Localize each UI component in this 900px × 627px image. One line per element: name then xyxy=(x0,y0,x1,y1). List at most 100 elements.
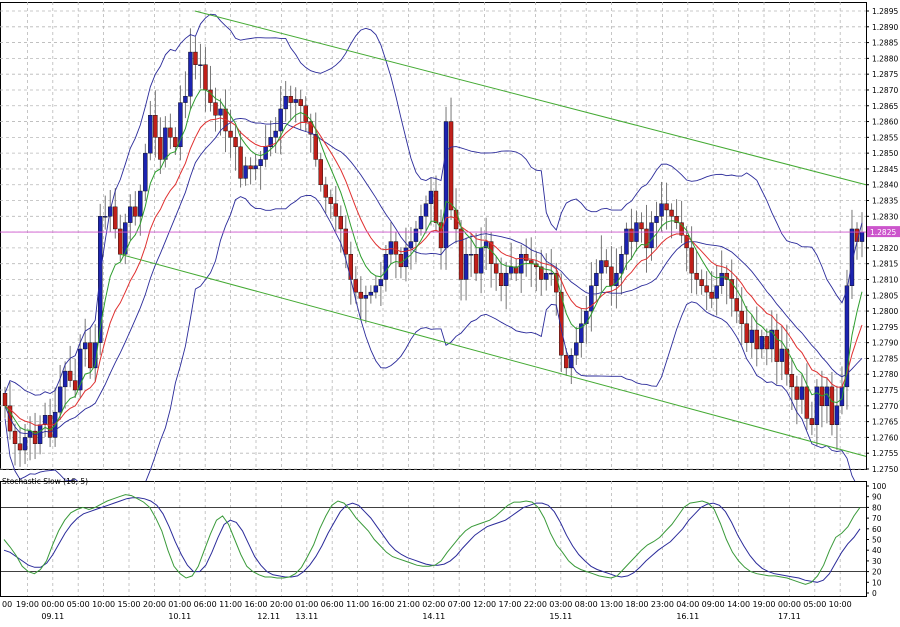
candle xyxy=(534,250,539,292)
candle xyxy=(148,100,153,161)
candle xyxy=(559,273,564,373)
candle xyxy=(208,65,213,112)
candle-body xyxy=(849,228,855,286)
candle-body xyxy=(513,266,519,274)
candle-body xyxy=(669,209,674,217)
price-tick-label: 1.2795 xyxy=(872,323,898,332)
date-label: 10.11 xyxy=(168,612,191,621)
candle-body xyxy=(744,323,749,343)
stochastic-grid xyxy=(26,481,841,596)
candle-body xyxy=(293,99,298,103)
candle xyxy=(739,287,744,346)
time-tick-label: 00:00 xyxy=(41,600,64,609)
date-label: 14.11 xyxy=(422,612,445,621)
time-tick-label: 09:00 xyxy=(702,600,725,609)
candle-body xyxy=(418,216,424,230)
price-tick-label: 1.2895 xyxy=(872,7,898,16)
candle xyxy=(604,249,609,274)
time-tick-label: 00:00 xyxy=(778,600,801,609)
candle xyxy=(644,204,649,273)
candle-body xyxy=(163,127,168,160)
price-tick-label: 1.2875 xyxy=(872,70,898,79)
candle xyxy=(649,211,654,261)
time-tick-label: 18:00 xyxy=(625,600,648,609)
candle-body xyxy=(12,430,18,444)
stoch-tick-label: 100 xyxy=(872,482,887,491)
candle-body xyxy=(183,96,188,103)
candle-body xyxy=(188,51,193,97)
candle xyxy=(328,189,333,219)
price-tick-label: 1.2785 xyxy=(872,354,898,363)
candle-body xyxy=(283,96,288,110)
candle-body xyxy=(774,329,780,362)
candle xyxy=(483,217,489,271)
candle xyxy=(549,248,554,286)
candle xyxy=(67,345,73,388)
price-tick-label: 1.2845 xyxy=(872,165,898,174)
time-tick-label: 20:00 xyxy=(143,600,166,609)
candle-body xyxy=(859,231,865,242)
candle xyxy=(153,90,158,158)
candle xyxy=(834,385,840,450)
candle xyxy=(779,325,785,381)
candle-body xyxy=(594,272,599,287)
candle-body xyxy=(579,323,584,343)
candle xyxy=(138,184,143,236)
time-tick-label: 07:00 xyxy=(448,600,471,609)
candle-body xyxy=(699,279,704,286)
time-tick-label: 10:00 xyxy=(92,600,115,609)
candle xyxy=(524,238,529,277)
candle-body xyxy=(799,386,805,400)
price-tick-label: 1.2790 xyxy=(872,339,898,348)
candle-body xyxy=(779,348,785,362)
stoch-tick-label: 70 xyxy=(872,514,882,523)
time-tick-label: 14:00 xyxy=(727,600,750,609)
stoch-tick-label: 30 xyxy=(872,557,882,566)
candle xyxy=(423,195,429,234)
candle xyxy=(624,222,629,270)
bollinger-lower xyxy=(4,195,863,538)
candle xyxy=(804,363,810,430)
candle xyxy=(679,200,684,244)
candle xyxy=(513,259,519,282)
candle xyxy=(443,106,449,270)
candle-body xyxy=(32,430,38,444)
price-tick-label: 1.2850 xyxy=(872,149,898,158)
candle-body xyxy=(218,108,223,116)
price-tick-label: 1.2780 xyxy=(872,370,898,379)
candle xyxy=(674,199,679,229)
candle-body xyxy=(829,386,835,425)
candle xyxy=(654,201,659,248)
candle-body xyxy=(724,272,729,280)
channel-upper-line xyxy=(194,10,867,186)
candle-body xyxy=(428,190,434,204)
candle-body xyxy=(2,392,8,407)
candle xyxy=(724,265,729,305)
candle xyxy=(72,358,78,399)
candle xyxy=(363,285,369,324)
candle-body xyxy=(664,203,669,211)
candle xyxy=(689,226,694,294)
candle xyxy=(829,371,835,436)
candle xyxy=(579,308,584,358)
candle xyxy=(594,259,599,302)
candle xyxy=(809,401,815,436)
time-tick-label: 19:00 xyxy=(752,600,775,609)
candle-body xyxy=(378,279,384,286)
candle xyxy=(709,271,714,309)
candle-body xyxy=(398,254,404,268)
candle-body xyxy=(769,329,774,350)
candle xyxy=(544,253,549,291)
candle xyxy=(253,153,258,181)
price-panel[interactable]: 1.2895 1.2890 1.2885 1.2880 1.2875 1.2870 1.28… xyxy=(0,2,900,538)
candle xyxy=(388,222,394,265)
candle-body xyxy=(393,241,399,255)
candle xyxy=(799,374,805,414)
candle-body xyxy=(654,216,659,223)
candle-body xyxy=(67,370,73,381)
current-price-label: 1.2825 xyxy=(870,228,896,237)
candle xyxy=(213,87,218,132)
